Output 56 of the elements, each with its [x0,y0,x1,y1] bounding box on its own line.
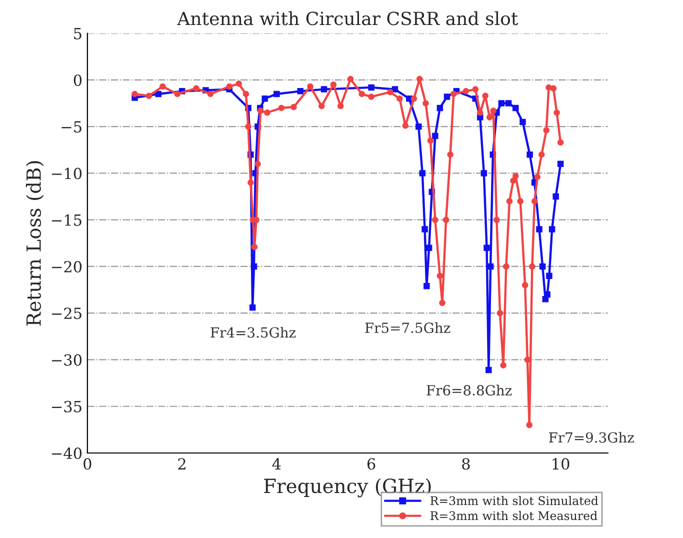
x-tick-label: 2 [178,458,186,470]
y-tick-label: −35 [52,400,82,412]
point [368,84,374,91]
y-tick-label: −30 [52,354,82,366]
x-axis-title: Frequency (GHz) [264,478,431,498]
point [539,263,546,270]
point [480,170,488,176]
point [249,304,256,311]
legend-label: R=3mm with slot Simulated [430,496,598,506]
chart-title: Antenna with Circular CSRR and slot [177,11,518,26]
y-tick-label: −10 [52,168,82,180]
point [424,282,430,290]
y-tick-label: −5 [62,121,82,133]
y-axis-title: Return Loss (dB) [26,161,44,326]
annotation: Fr6=8.8Ghz [426,384,512,396]
point [274,90,280,98]
point [297,88,304,94]
point [436,104,444,112]
x-tick-label: 0 [84,458,92,470]
point [557,160,564,168]
point [536,226,542,232]
point [486,366,492,374]
y-tick-label: 0 [74,74,82,86]
annotation: Fr4=3.5Ghz [210,326,296,338]
point [419,170,426,176]
point [444,94,450,100]
y-tick-label: −40 [52,447,82,460]
y-tick-label: −20 [52,260,82,273]
point [415,123,422,130]
point [546,272,552,279]
y-tick-label: −15 [52,214,82,226]
point [552,193,559,200]
point [487,263,494,270]
point [320,86,328,92]
point [526,151,533,158]
y-tick-label: −25 [52,308,82,320]
point [432,132,438,140]
point [484,244,490,251]
x-tick-label: 8 [462,458,470,470]
point [520,118,526,126]
point [548,226,556,232]
point [512,104,519,112]
legend-label: R=3mm with slot Measured [430,510,598,520]
point [426,244,432,251]
point [250,263,258,270]
point [392,86,398,92]
point [262,96,268,102]
y-tick-label: 5 [74,28,82,40]
point [422,226,428,232]
x-tick-label: 10 [552,458,570,470]
x-tick-label: 4 [272,458,281,470]
annotation: Fr7=9.3Ghz [549,432,634,443]
point [498,100,505,106]
annotation: Fr5=7.5Ghz [365,322,450,334]
x-tick-label: 6 [367,458,376,470]
point [505,100,512,106]
